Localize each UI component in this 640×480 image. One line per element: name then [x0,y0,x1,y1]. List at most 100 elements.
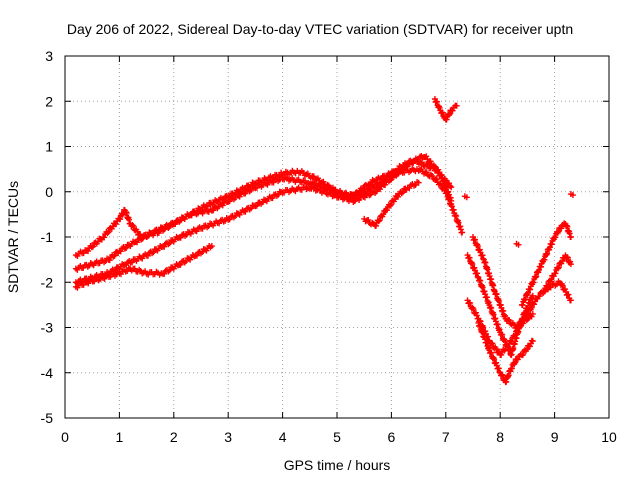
axes: 0 1 2 3 4 5 6 7 8 9 10 -5 -4 -3 -2 -1 0 1 2 3 [41,48,617,445]
y-tick-label: -5 [41,410,54,426]
x-tick-label: 2 [170,429,178,445]
data-point [525,310,532,317]
chart-title: Day 206 of 2022, Sidereal Day-to-day VTE… [67,21,573,37]
data-point [448,197,455,204]
data-point [529,338,536,345]
data-point [242,208,249,215]
data-point [552,234,559,241]
data-point [111,252,118,259]
data-point [554,265,561,272]
data-point [412,181,419,188]
y-tick-label: -1 [41,229,54,245]
y-tick-label: -2 [41,274,54,290]
data-point [80,281,87,288]
data-point [514,324,521,331]
data-point [90,243,97,250]
data-point [467,300,474,307]
data-point [375,218,382,225]
data-point [489,340,496,347]
data-point [399,189,406,196]
data-point [387,201,394,208]
data-point [498,351,505,358]
data-point [144,252,151,259]
data-point [105,229,112,236]
x-tick-label: 10 [601,429,617,445]
x-tick-label: 6 [388,429,396,445]
data-point [453,102,460,109]
data-point [269,195,276,202]
data-point [117,216,124,223]
data-point [559,282,566,289]
data-point [429,172,436,179]
data-point [554,229,561,236]
data-point [531,301,538,308]
data-point [463,194,470,201]
data-point [526,343,533,350]
data-point [569,192,576,199]
y-tick-label: 1 [45,139,53,155]
data-point [567,234,574,240]
data-point [139,235,146,242]
data-point [332,191,339,198]
data-point [110,253,117,260]
data-point [372,222,379,229]
data-point [431,163,438,170]
data-point [555,228,562,235]
data-point [449,107,456,114]
data-point [459,229,466,236]
data-point [88,244,95,251]
data-point [567,297,574,304]
data-point [208,243,215,250]
data-point [565,291,572,298]
data-point [511,359,518,366]
data-point [423,169,430,176]
data-point [193,252,200,259]
data-point [310,173,317,180]
y-tick-label: 2 [45,93,53,109]
data-point [150,249,157,256]
data-point [473,312,480,319]
data-point [544,283,551,290]
x-tick-label: 8 [496,429,504,445]
data-point [242,190,249,197]
data-point [430,162,437,169]
y-tick-label: -3 [41,320,54,336]
data-point [134,239,141,246]
data-point [559,258,566,265]
data-point [415,179,422,186]
data-point [508,338,515,345]
plot-border [64,55,610,419]
data-point [398,168,405,175]
x-tick-label: 5 [333,429,341,445]
data-point [415,156,422,163]
data-point [106,257,113,264]
y-tick-label: 3 [45,48,53,64]
y-axis-label: SDTVAR / TECUs [5,181,21,293]
data-point [398,190,405,197]
data-point [123,244,130,251]
data-point [523,346,530,353]
data-point [113,221,120,228]
data-point [101,234,108,241]
data-point [172,221,179,228]
data-point [562,286,569,293]
data-point [166,267,173,274]
data-point [373,188,380,195]
data-point [506,317,513,324]
data-point [427,158,434,165]
x-tick-label: 4 [279,429,287,445]
data-point [552,270,559,277]
data-point [85,248,92,255]
data-point [129,221,136,228]
data-point [558,225,565,232]
x-tick-label: 1 [116,429,124,445]
data-point [365,216,372,223]
data-point [515,241,522,248]
data-point [544,282,551,289]
data-point [564,254,571,261]
x-axis-label: GPS time / hours [284,457,391,473]
data-point [423,153,430,160]
data-point [395,193,402,200]
data-point [161,270,168,277]
